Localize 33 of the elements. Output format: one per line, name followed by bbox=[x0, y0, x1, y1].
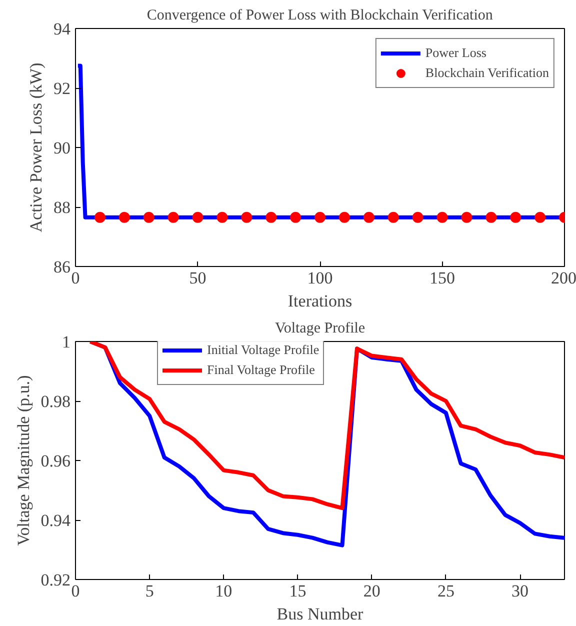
chart-title: Convergence of Power Loss with Blockchain Verification bbox=[146, 8, 494, 24]
y-tick-label: 92 bbox=[54, 79, 70, 98]
y-tick-label: 0.98 bbox=[40, 392, 70, 411]
x-tick-label: 25 bbox=[437, 582, 454, 600]
y-tick-label: 90 bbox=[54, 138, 70, 158]
x-tick-label: 50 bbox=[189, 268, 206, 288]
x-tick-label: 100 bbox=[307, 268, 333, 288]
y-tick-label: 88 bbox=[54, 198, 70, 217]
y-axis-title: Active Power Loss (kW) bbox=[26, 62, 46, 232]
y-tick-label: 86 bbox=[54, 258, 70, 276]
y-tick-label: 1 bbox=[62, 332, 70, 352]
x-tick-label: 5 bbox=[145, 582, 154, 600]
legend-label: Initial Voltage Profile bbox=[207, 342, 320, 358]
x-tick-label: 0 bbox=[71, 582, 80, 600]
y-tick-label: 0.92 bbox=[40, 570, 70, 590]
line-series bbox=[88, 342, 564, 510]
x-tick-label: 0 bbox=[71, 268, 80, 288]
y-tick-label: 0.94 bbox=[40, 511, 71, 530]
x-axis-title: Bus Number bbox=[276, 604, 364, 624]
legend-label: Power Loss bbox=[425, 45, 486, 61]
x-axis-title: Iterations bbox=[288, 292, 352, 310]
x-tick-label: 200 bbox=[551, 268, 576, 288]
y-tick-label: 0.96 bbox=[40, 452, 70, 470]
legend-label: Final Voltage Profile bbox=[207, 362, 315, 378]
x-tick-label: 30 bbox=[512, 582, 529, 600]
x-tick-label: 15 bbox=[289, 582, 306, 600]
legend-label: Blockchain Verification bbox=[425, 65, 549, 81]
y-tick-label: 94 bbox=[54, 20, 71, 38]
chart-title: Voltage Profile bbox=[274, 320, 366, 336]
y-axis-title: Voltage Magnitude (p.u.) bbox=[14, 375, 33, 546]
x-tick-label: 150 bbox=[430, 268, 455, 288]
x-tick-label: 20 bbox=[363, 582, 380, 600]
x-tick-label: 10 bbox=[215, 582, 232, 600]
